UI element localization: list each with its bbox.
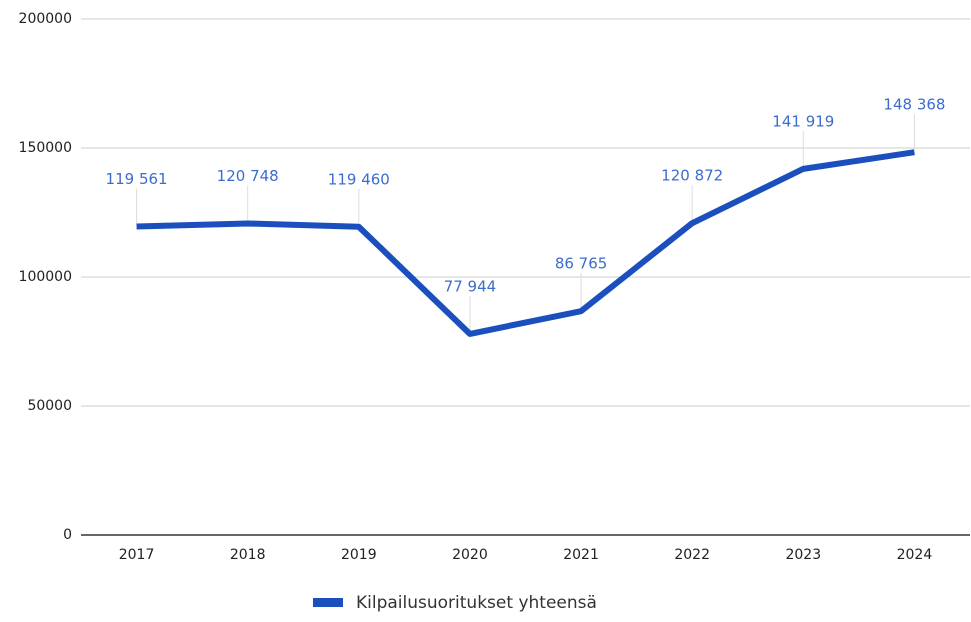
data-label: 77 944 [444,277,497,295]
y-tick-label: 200000 [19,11,72,27]
data-label: 86 765 [555,255,608,273]
x-tick-label: 2018 [230,547,266,563]
series-line [136,149,915,337]
data-label: 119 561 [106,170,168,188]
y-tick-label: 150000 [19,140,72,156]
y-tick-label: 50000 [27,398,72,414]
legend-label: Kilpailusuoritukset yhteensä [356,593,597,613]
data-label: 148 368 [883,96,945,114]
y-tick-label: 100000 [19,269,72,285]
y-tick-label: 0 [63,527,72,543]
x-tick-label: 2020 [452,547,488,563]
x-tick-label: 2023 [785,547,821,563]
legend-swatch [313,598,343,607]
x-tick-label: 2021 [563,547,599,563]
data-label: 120 748 [217,167,279,185]
data-label: 120 872 [661,167,723,185]
data-label: 119 460 [328,170,390,188]
x-tick-label: 2024 [897,547,933,563]
x-tick-label: 2019 [341,547,377,563]
x-tick-label: 2022 [674,547,710,563]
data-label: 141 919 [772,112,834,130]
x-tick-label: 2017 [119,547,155,563]
